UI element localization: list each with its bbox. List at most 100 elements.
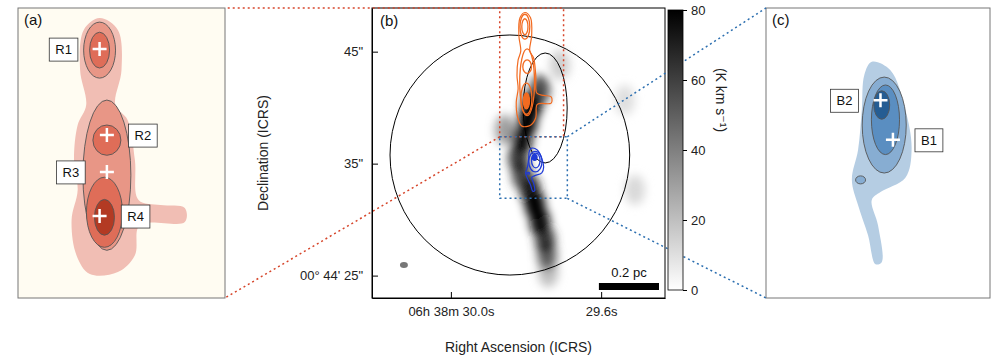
contour (520, 14, 530, 39)
figure: R1 R2 R3 R4 (a) B2 B1 (c) 06h 38m 30.0s 29.6s 45" 3… (0, 0, 1000, 363)
contour (862, 77, 906, 173)
panel-background (372, 8, 665, 298)
source-marker (93, 42, 107, 56)
label-box (915, 129, 943, 152)
beam (400, 262, 408, 268)
tick-mark (372, 52, 378, 53)
x-axis: 06h 38m 30.0s 29.6s (373, 292, 666, 319)
zoom-box (500, 8, 564, 137)
source-label: R1 (49, 38, 78, 61)
contour (84, 22, 116, 78)
tick-mark (683, 80, 687, 81)
tick-label: 45" (344, 44, 363, 59)
source-name: R3 (63, 165, 80, 180)
zoom-connector (567, 8, 766, 137)
axis-line (373, 298, 666, 299)
contour (90, 32, 110, 68)
source-label: R4 (121, 205, 150, 228)
emission-cell (550, 50, 570, 80)
source-label: R3 (57, 161, 86, 184)
tick-label: 80 (691, 3, 705, 18)
contour (523, 93, 529, 109)
panel-background (18, 8, 225, 298)
zoom-connector (567, 198, 766, 298)
region (523, 53, 567, 163)
contour (94, 199, 114, 235)
source-marker (886, 133, 900, 147)
lobe-contours (526, 148, 544, 191)
tick: 60 (683, 73, 705, 88)
tick-mark (683, 10, 687, 11)
tick: 0 (683, 283, 698, 298)
tick: 80 (683, 3, 705, 18)
contour (532, 154, 537, 160)
plot-area (72, 18, 187, 276)
contour (86, 177, 122, 247)
tick-mark (683, 220, 687, 221)
tick-label: 00° 44' 25" (300, 268, 363, 283)
tick: 00° 44' 25" (300, 268, 378, 283)
emission-cell (615, 85, 635, 115)
tick-mark (683, 290, 687, 291)
contour (522, 19, 528, 35)
scale-bar-label: 0.2 pc (611, 265, 647, 280)
label-box (121, 205, 150, 228)
contour (520, 49, 535, 116)
tick-label: 60 (691, 73, 705, 88)
zoom-connector (225, 7, 500, 9)
panel-frame (766, 8, 990, 298)
panel-frame (18, 8, 225, 298)
y-axis: 45" 35" 00° 44' 25" (300, 9, 378, 299)
contour (527, 172, 530, 174)
contour (871, 85, 899, 155)
tick: 35" (344, 156, 378, 171)
label-box (129, 124, 158, 147)
panel-background (766, 8, 990, 298)
panel-label: (c) (772, 11, 790, 28)
panel-label: (a) (24, 11, 42, 28)
main-panel: 06h 38m 30.0s 29.6s 45" 35" 00° 44' 25" Right… (225, 3, 766, 355)
label-box (57, 161, 86, 184)
emission-outline (526, 148, 544, 191)
tick-label: 20 (691, 213, 705, 228)
source-name: R4 (127, 209, 144, 224)
tick: 29.6s (586, 292, 618, 319)
colorbar (668, 10, 683, 290)
source-name: R2 (135, 128, 152, 143)
tick: 40 (683, 143, 705, 158)
emission-outline (852, 62, 912, 265)
plot-area (852, 62, 912, 265)
tick-mark (601, 292, 602, 298)
panel-frame (372, 8, 665, 298)
tick-mark (683, 150, 687, 151)
tick-label: 40 (691, 143, 705, 158)
inset-panel: R1 R2 R3 R4 (a) (18, 8, 225, 298)
contour (523, 60, 532, 73)
tick: 20 (683, 213, 705, 228)
emission-cell (625, 175, 645, 205)
tick-label: 06h 38m 30.0s (408, 304, 495, 319)
contour (856, 176, 866, 184)
region (390, 35, 630, 275)
source-label: B1 (915, 129, 943, 152)
x-axis-title: Right Ascension (ICRS) (445, 339, 592, 355)
emission-outline (516, 12, 552, 126)
figure-svg: R1 R2 R3 R4 (a) B2 B1 (c) 06h 38m 30.0s 29.6s 45" 3… (0, 0, 1000, 363)
contour (93, 125, 121, 155)
source-label: R2 (129, 124, 158, 147)
source-name: B2 (837, 93, 853, 108)
source-marker (100, 128, 114, 142)
tick-mark (372, 164, 378, 165)
emission-cell (538, 257, 558, 287)
source-name: R1 (55, 42, 72, 57)
contour (532, 153, 540, 168)
source-label: B2 (831, 89, 859, 112)
label-box (49, 38, 78, 61)
tick: 06h 38m 30.0s (408, 292, 495, 319)
plot-area (390, 12, 645, 287)
tick: 45" (344, 44, 378, 59)
source-marker (93, 209, 107, 223)
tick-label: 0 (691, 283, 698, 298)
zoom-box (500, 137, 568, 199)
scale-bar (599, 283, 659, 290)
